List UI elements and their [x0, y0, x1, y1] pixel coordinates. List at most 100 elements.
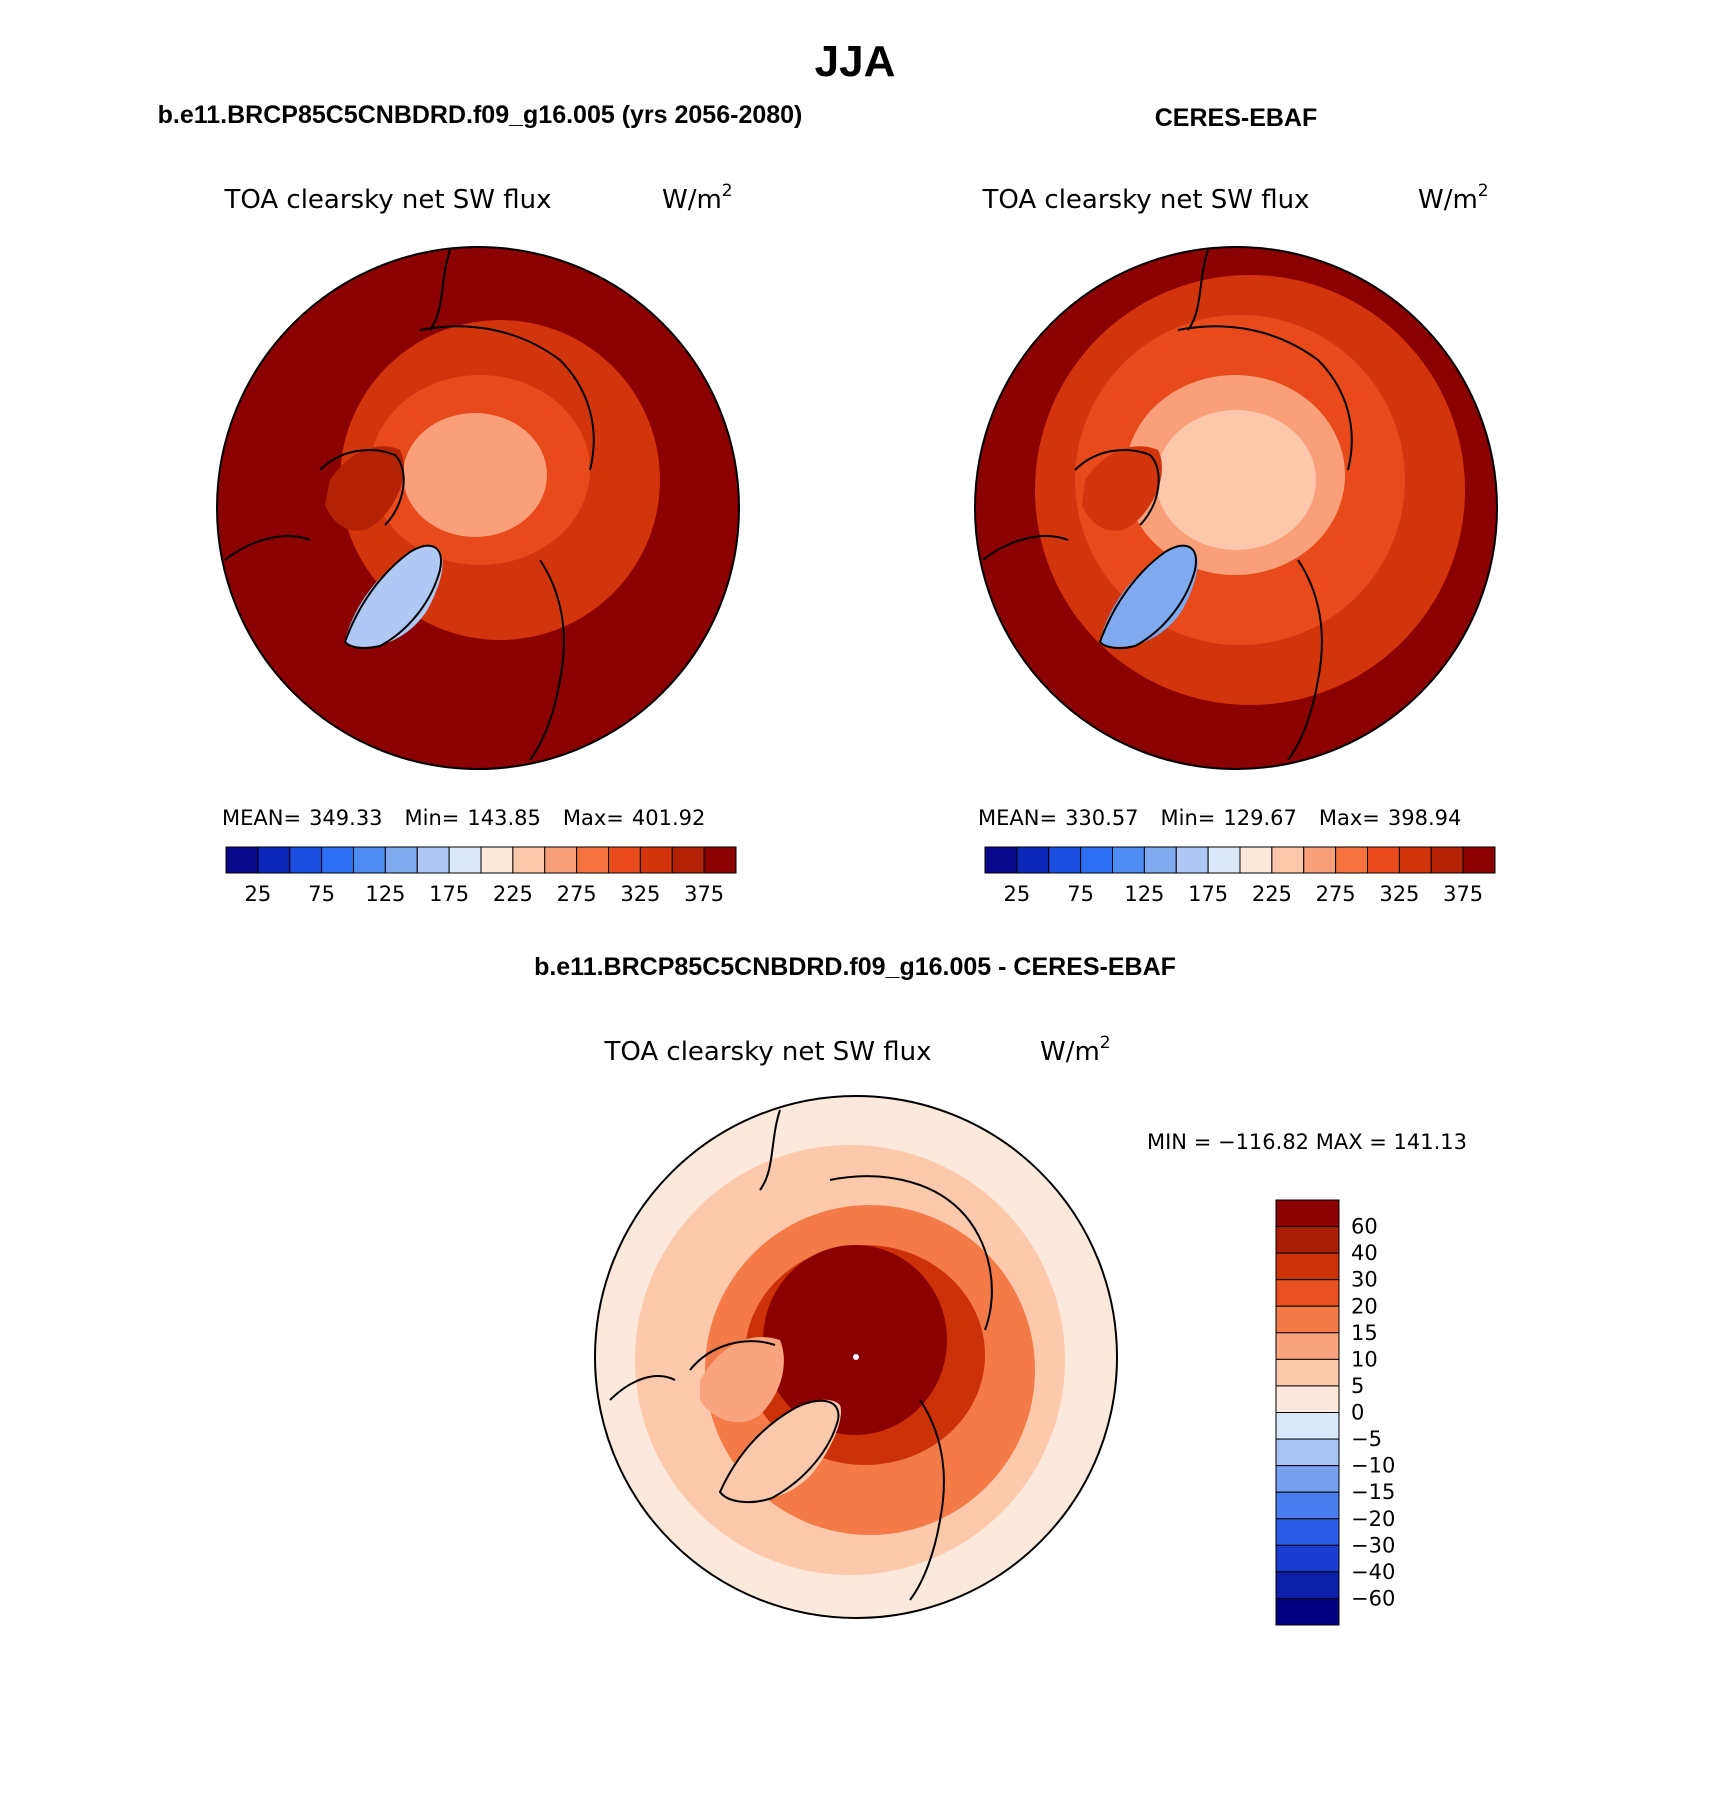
colorbar-swatch	[1275, 1252, 1340, 1281]
panel-model-colorbar: 25 75 125 175 225 275 325 375	[225, 846, 737, 906]
colorbar-swatch	[1275, 1305, 1340, 1334]
field-greenland-ice	[345, 545, 443, 647]
colorbar-tick-label: 375	[1443, 882, 1483, 906]
colorbar-swatch	[671, 846, 705, 874]
colorbar-swatch	[1275, 1279, 1340, 1307]
panel-model-case-title: b.e11.BRCP85C5CNBDRD.f09_g16.005 (yrs 20…	[158, 101, 803, 129]
colorbar-swatch	[1275, 1226, 1340, 1254]
colorbar-tick-label: 175	[1188, 882, 1228, 906]
panel-obs-units-label: W/m2	[1418, 181, 1489, 215]
colorbar-tick-label: 75	[1067, 882, 1094, 906]
colorbar-tick-label: −60	[1351, 1586, 1395, 1610]
colorbar-swatch	[544, 846, 578, 874]
colorbar-tick-label: 5	[1351, 1374, 1364, 1398]
colorbar-swatch	[1275, 1571, 1340, 1599]
panel-diff-map	[594, 1095, 1118, 1619]
panel-model-map	[216, 246, 740, 770]
colorbar-tick-label: 375	[684, 882, 724, 906]
north-pole-marker	[853, 1354, 859, 1360]
colorbar-swatch	[225, 846, 259, 874]
field-greenland-ice	[720, 1399, 841, 1503]
colorbar-tick-label: 125	[365, 882, 405, 906]
panel-obs-colorbar: 25 75 125 175 225 275 325 375	[984, 846, 1496, 906]
colorbar-swatch	[639, 846, 673, 874]
colorbar-swatch	[984, 846, 1018, 874]
panel-model-stats: MEAN= 349.33 Min= 143.85 Max= 401.92	[222, 806, 705, 830]
colorbar-tick-label: 15	[1351, 1321, 1378, 1345]
colorbar-tick-label: −15	[1351, 1480, 1395, 1504]
panel-obs-map	[974, 246, 1498, 770]
colorbar-tick-label: 125	[1124, 882, 1164, 906]
colorbar-swatch	[448, 846, 482, 874]
panel-model-units-label: W/m2	[662, 181, 733, 215]
colorbar-tick-label: 325	[620, 882, 660, 906]
colorbar-swatch	[289, 846, 323, 874]
panel-obs: CERES-EBAF TOA clearsky net SW flux W/m2	[974, 104, 1498, 906]
colorbar-swatch	[1275, 1465, 1340, 1493]
colorbar-swatch	[1112, 846, 1145, 874]
colorbar-tick-label: 175	[429, 882, 469, 906]
colorbar-swatch	[321, 846, 354, 874]
colorbar-tick-label: 325	[1379, 882, 1419, 906]
colorbar-swatch	[703, 846, 737, 874]
field-greenland-ice	[1100, 545, 1198, 647]
colorbar-swatch	[1175, 846, 1209, 874]
colorbar-tick-label: 40	[1351, 1241, 1378, 1265]
field-north-pole	[1156, 410, 1316, 550]
colorbar-tick-label: 225	[1252, 882, 1292, 906]
colorbar-swatch	[1275, 1438, 1340, 1467]
colorbar-swatch	[1275, 1491, 1340, 1520]
colorbar-swatch	[1367, 846, 1400, 874]
colorbar-tick-label: −20	[1351, 1507, 1395, 1531]
panel-diff: b.e11.BRCP85C5CNBDRD.f09_g16.005 - CERES…	[534, 953, 1467, 1626]
panel-model-variable-label: TOA clearsky net SW flux	[223, 185, 551, 215]
field-north-pole	[403, 413, 547, 537]
colorbar-swatch	[1143, 846, 1177, 874]
season-title: JJA	[815, 37, 896, 86]
colorbar-swatch	[1275, 1597, 1340, 1626]
colorbar-tick-label: 275	[1316, 882, 1356, 906]
colorbar-tick-label: 75	[308, 882, 335, 906]
field-canadian-archipelago	[325, 446, 404, 531]
colorbar-swatch	[353, 846, 386, 874]
colorbar-swatch	[1275, 1518, 1340, 1546]
colorbar-tick-label: 30	[1351, 1268, 1378, 1292]
colorbar-swatch	[480, 846, 514, 874]
colorbar-swatch	[1239, 846, 1273, 874]
field-canadian-archipelago	[1082, 446, 1162, 531]
colorbar-swatch	[512, 846, 546, 874]
colorbar-swatch	[257, 846, 291, 874]
colorbar-swatch	[1275, 1544, 1340, 1573]
colorbar-tick-label: 225	[493, 882, 533, 906]
panel-obs-stats: MEAN= 330.57 Min= 129.67 Max= 398.94	[978, 806, 1461, 830]
colorbar-swatch	[1275, 1332, 1340, 1360]
colorbar-tick-label: 60	[1351, 1215, 1378, 1239]
panel-obs-variable-label: TOA clearsky net SW flux	[981, 185, 1309, 215]
colorbar-swatch	[1080, 846, 1113, 874]
colorbar-tick-label: 20	[1351, 1294, 1378, 1318]
colorbar-tick-label: −30	[1351, 1533, 1395, 1557]
field-canadian-archipelago	[700, 1336, 784, 1423]
panel-obs-case-title: CERES-EBAF	[1155, 104, 1318, 132]
colorbar-tick-label: −5	[1351, 1427, 1382, 1451]
field-north-pole	[763, 1245, 947, 1435]
colorbar-tick-label: 0	[1351, 1401, 1364, 1425]
colorbar-tick-label: 275	[557, 882, 597, 906]
colorbar-swatch	[1275, 1412, 1340, 1440]
colorbar-swatch	[1430, 846, 1464, 874]
colorbar-swatch	[1207, 846, 1241, 874]
colorbar-tick-label: 25	[245, 882, 272, 906]
colorbar-swatch	[1016, 846, 1050, 874]
colorbar-swatch	[1275, 1199, 1340, 1228]
colorbar-swatch	[1303, 846, 1337, 874]
colorbar-swatch	[576, 846, 609, 874]
colorbar-tick-label: −40	[1351, 1560, 1395, 1584]
colorbar-swatch	[1275, 1385, 1340, 1413]
panel-diff-units-label: W/m2	[1040, 1033, 1111, 1067]
colorbar-swatch	[1335, 846, 1368, 874]
colorbar-swatch	[1048, 846, 1082, 874]
colorbar-swatch	[1275, 1358, 1340, 1387]
